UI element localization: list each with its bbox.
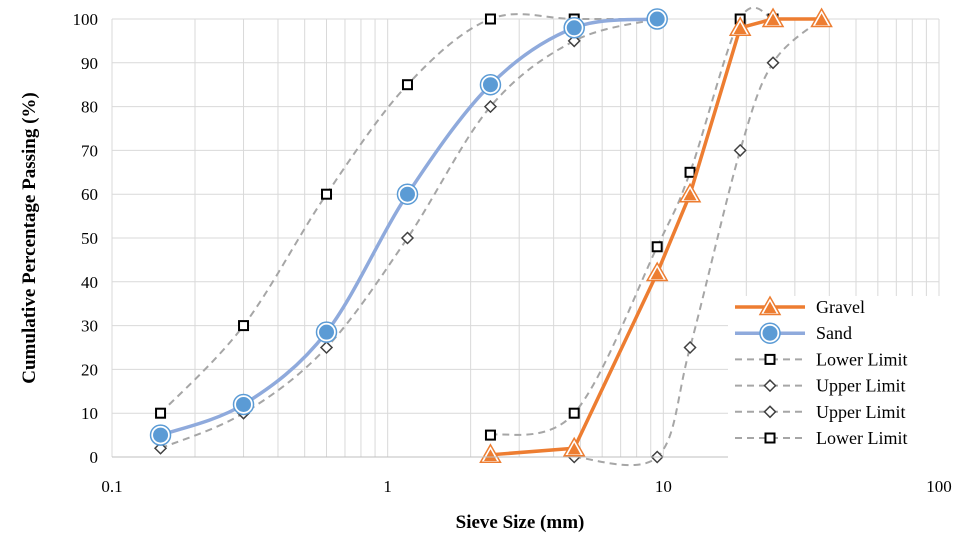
- data-point: [759, 322, 781, 344]
- x-tick-label: 0.1: [101, 477, 122, 496]
- y-tick-label: 0: [90, 448, 99, 467]
- series-layer: [149, 6, 833, 467]
- y-tick-label: 90: [81, 54, 98, 73]
- data-point: [651, 241, 663, 253]
- x-axis-label: Sieve Size (mm): [456, 512, 585, 533]
- legend-label: Upper Limit: [816, 402, 905, 422]
- data-point: [321, 188, 333, 200]
- data-point: [683, 340, 697, 355]
- data-point: [678, 182, 702, 203]
- data-point: [763, 405, 777, 419]
- data-point: [764, 353, 776, 365]
- series-sand: [149, 8, 668, 446]
- data-point: [479, 443, 502, 464]
- data-point: [758, 295, 782, 316]
- data-point: [396, 183, 419, 205]
- y-tick-label: 70: [81, 141, 98, 160]
- y-tick-label: 80: [81, 98, 98, 117]
- data-point: [484, 13, 496, 25]
- x-tick-label: 100: [926, 477, 952, 496]
- legend-item: Upper Limit: [735, 402, 905, 422]
- legend-label: Upper Limit: [816, 376, 905, 396]
- legend-item: Gravel: [735, 295, 865, 317]
- series-line: [159, 13, 658, 414]
- legend-item: Lower Limit: [735, 349, 907, 369]
- data-point: [764, 432, 776, 444]
- series-lower-limit: [155, 13, 663, 419]
- data-point: [238, 320, 250, 332]
- legend-item: Upper Limit: [735, 376, 905, 396]
- data-point: [232, 393, 255, 416]
- data-point: [149, 424, 172, 446]
- data-point: [766, 56, 780, 70]
- data-point: [401, 79, 413, 91]
- data-point: [400, 231, 415, 245]
- x-tick-label: 10: [655, 477, 672, 496]
- y-tick-label: 60: [81, 185, 98, 204]
- legend-label: Lower Limit: [816, 349, 907, 369]
- legend: Gravel Sand Lower Limit Upper Limit Upper Li…: [728, 295, 946, 460]
- legend-item: Lower Limit: [735, 428, 907, 448]
- data-point: [568, 407, 580, 419]
- legend-label: Gravel: [816, 297, 865, 317]
- legend-label: Lower Limit: [816, 428, 907, 448]
- data-point: [810, 7, 833, 28]
- data-point: [728, 16, 752, 37]
- x-tick-label: 1: [383, 477, 392, 496]
- data-point: [763, 379, 777, 393]
- y-tick-label: 20: [81, 360, 98, 379]
- data-point: [646, 8, 668, 30]
- data-point: [315, 321, 338, 343]
- data-point: [645, 261, 669, 282]
- data-point: [684, 166, 696, 178]
- data-point: [563, 17, 585, 39]
- data-point: [319, 340, 334, 355]
- data-point: [733, 143, 747, 157]
- y-tick-label: 40: [81, 273, 98, 292]
- data-point: [479, 73, 502, 96]
- series-gravel: [479, 7, 833, 464]
- y-tick-label: 100: [73, 10, 99, 29]
- y-tick-label: 30: [81, 317, 98, 336]
- data-point: [483, 100, 498, 114]
- legend-item: Sand: [735, 322, 852, 344]
- legend-box: [728, 296, 946, 460]
- data-point: [484, 429, 496, 441]
- legend-label: Sand: [816, 323, 852, 343]
- y-tick-label: 10: [81, 404, 98, 423]
- data-point: [761, 7, 785, 28]
- y-tick-label: 50: [81, 229, 98, 248]
- data-point: [155, 407, 167, 419]
- data-point: [562, 436, 586, 457]
- y-axis-label: Cumulative Percentage Passing (%): [19, 92, 40, 383]
